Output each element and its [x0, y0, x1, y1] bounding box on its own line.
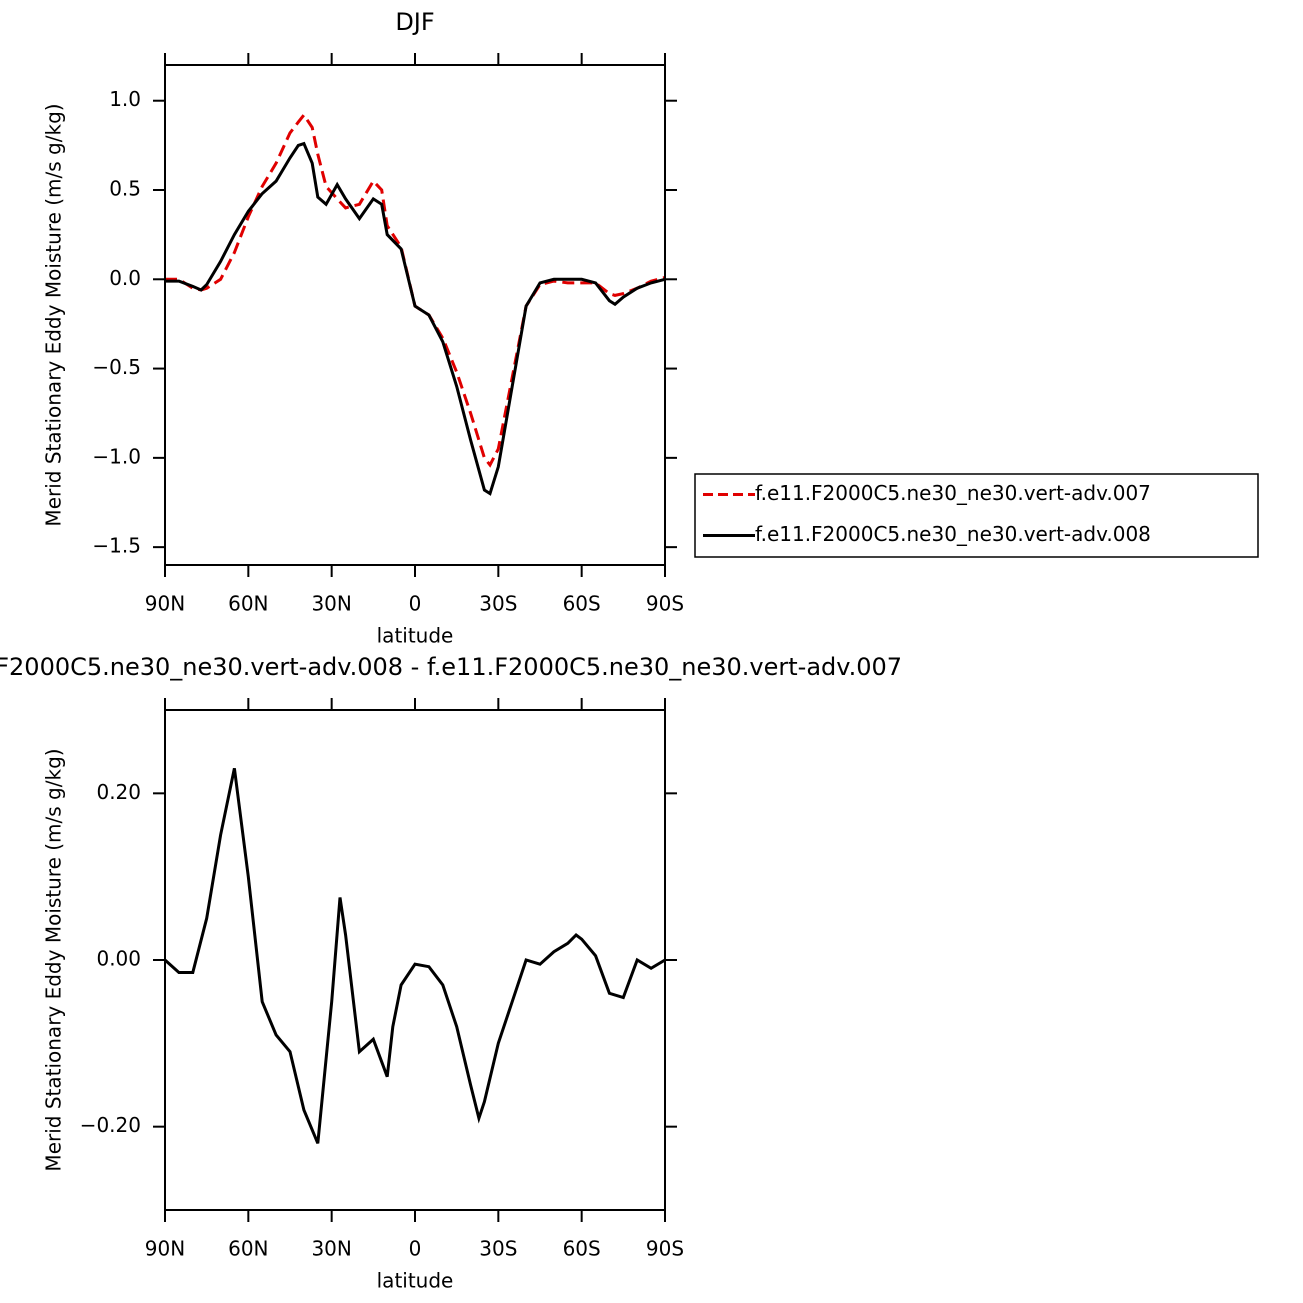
- y-axis-label: Merid Stationary Eddy Moisture (m/s g/kg…: [42, 748, 66, 1171]
- data-line: [163, 767, 666, 1144]
- x-axis-label: latitude: [377, 624, 454, 648]
- y-tick-label: −0.20: [80, 1113, 141, 1137]
- x-tick-label: 60N: [228, 1237, 268, 1261]
- x-tick-label: 0: [409, 1237, 422, 1261]
- x-tick-label: 60N: [228, 592, 268, 616]
- x-tick-label: 0: [409, 592, 422, 616]
- chart-title: f.e11.F2000C5.ne30_ne30.vert-adv.008 - f…: [0, 653, 902, 681]
- y-tick-label: 0.00: [96, 947, 141, 971]
- data-line: [165, 112, 666, 468]
- y-tick-label: −0.5: [92, 355, 141, 379]
- x-tick-label: 90S: [646, 1237, 684, 1261]
- y-tick-label: −1.0: [92, 444, 141, 468]
- x-tick-label: 30N: [311, 1237, 351, 1261]
- data-line: [165, 141, 666, 496]
- x-tick-label: 90N: [145, 592, 185, 616]
- y-tick-label: −1.5: [92, 534, 141, 558]
- x-axis-label: latitude: [377, 1269, 454, 1293]
- x-tick-label: 30N: [311, 592, 351, 616]
- plot-frame: [164, 709, 666, 1211]
- legend-box: [694, 473, 1259, 558]
- x-tick-label: 60S: [563, 592, 601, 616]
- y-axis-label: Merid Stationary Eddy Moisture (m/s g/kg…: [42, 103, 66, 526]
- y-tick-label: 0.20: [96, 780, 141, 804]
- x-tick-label: 90N: [145, 1237, 185, 1261]
- y-tick-label: 1.0: [109, 87, 141, 111]
- x-tick-label: 30S: [479, 1237, 517, 1261]
- x-tick-label: 60S: [563, 1237, 601, 1261]
- legend-label: f.e11.F2000C5.ne30_ne30.vert-adv.007: [755, 481, 1151, 505]
- y-tick-label: 0.0: [109, 266, 141, 290]
- plot-frame: [164, 64, 666, 566]
- x-tick-label: 30S: [479, 592, 517, 616]
- legend-label: f.e11.F2000C5.ne30_ne30.vert-adv.008: [755, 522, 1151, 546]
- x-tick-label: 90S: [646, 592, 684, 616]
- chart-title: DJF: [395, 8, 434, 36]
- y-tick-label: 0.5: [109, 177, 141, 201]
